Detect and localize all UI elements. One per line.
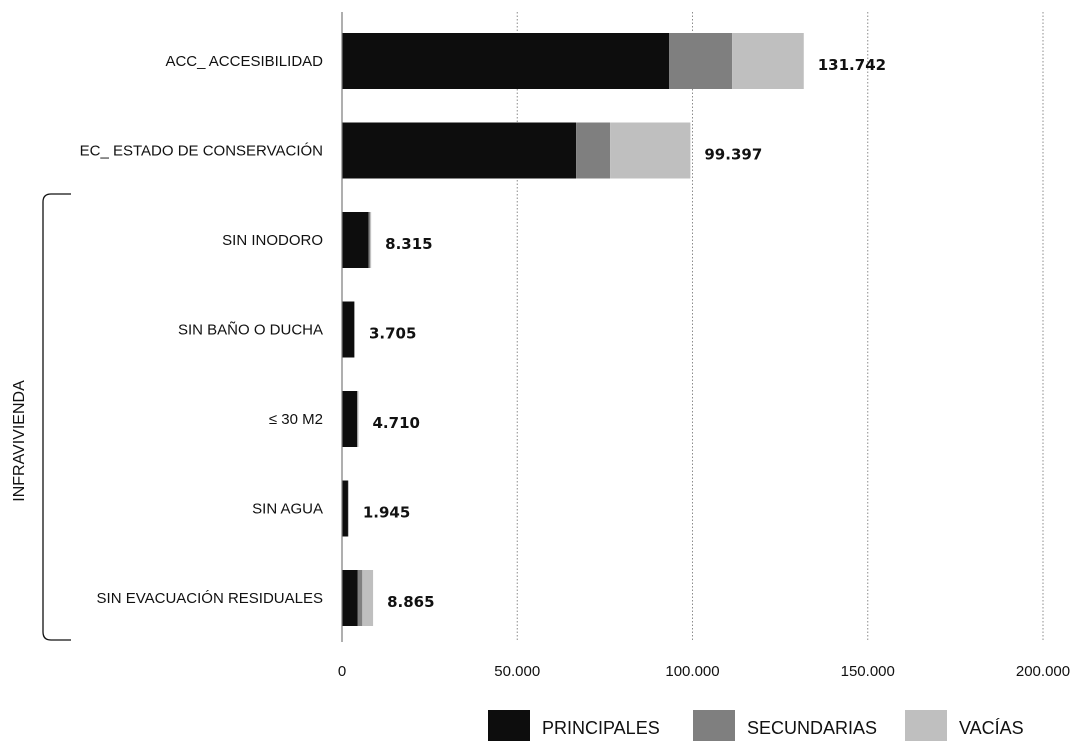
- category-label: SIN EVACUACIÓN RESIDUALES: [97, 590, 323, 607]
- legend-swatch: [905, 710, 947, 741]
- bar-segment: [576, 122, 611, 179]
- x-tick-label: 150.000: [841, 663, 895, 680]
- bar-segment: [357, 570, 363, 626]
- bracket-shape: [42, 193, 71, 641]
- x-tick-labels: 0 50.000 100.000 150.000 200.000: [338, 663, 1070, 680]
- bar-segment: [342, 570, 358, 626]
- category-label: ≤ 30 M2: [269, 411, 323, 428]
- total-value-label: 4.710: [373, 414, 420, 432]
- x-tick-label: 0: [338, 663, 346, 680]
- group-bracket: INFRAVIVIENDA: [11, 193, 71, 641]
- category-label: SIN INODORO: [222, 232, 323, 249]
- legend-label: SECUNDARIAS: [747, 718, 877, 738]
- grid-lines: [516, 12, 1044, 642]
- category-label: EC_ ESTADO DE CONSERVACIÓN: [80, 143, 323, 160]
- x-tick-label: 100.000: [665, 663, 719, 680]
- total-value-label: 131.742: [818, 56, 886, 74]
- total-value-label: 3.705: [369, 325, 416, 343]
- bar-segment: [669, 33, 733, 89]
- category-labels: ACC_ ACCESIBILIDAD EC_ ESTADO DE CONSERVA…: [80, 53, 324, 607]
- category-label: SIN BAÑO O DUCHA: [178, 322, 323, 339]
- total-value-label: 8.315: [385, 235, 432, 253]
- legend-swatch: [693, 710, 735, 741]
- bar-segment: [348, 480, 349, 537]
- bar-segment: [342, 122, 577, 179]
- bar-segment: [368, 212, 371, 268]
- x-tick-label: 50.000: [494, 663, 540, 680]
- total-value-label: 1.945: [363, 504, 410, 522]
- total-value-label: 99.397: [704, 146, 762, 164]
- bars: [342, 33, 804, 626]
- bar-segment: [362, 570, 374, 626]
- bar-segment: [370, 212, 372, 268]
- legend: PRINCIPALES SECUNDARIAS VACÍAS: [488, 710, 1024, 741]
- legend-label: PRINCIPALES: [542, 718, 660, 738]
- category-label: SIN AGUA: [252, 501, 323, 518]
- total-labels: 131.742 99.397 8.315 3.705 4.710 1.945 8.865: [363, 56, 886, 611]
- bar-segment: [342, 480, 348, 537]
- category-label: ACC_ ACCESIBILIDAD: [165, 53, 323, 70]
- bar-segment: [342, 301, 355, 358]
- group-bracket-label: INFRAVIVIENDA: [11, 380, 28, 502]
- total-value-label: 8.865: [387, 593, 434, 611]
- bar-segment: [357, 391, 358, 447]
- bar-segment: [732, 33, 804, 89]
- bar-segment: [342, 212, 369, 268]
- bar-segment: [342, 391, 358, 447]
- bar-segment: [342, 33, 670, 89]
- bar-segment: [357, 391, 359, 447]
- legend-label: VACÍAS: [959, 718, 1024, 738]
- x-tick-label: 200.000: [1016, 663, 1070, 680]
- bar-segment: [610, 122, 691, 179]
- legend-swatch: [488, 710, 530, 741]
